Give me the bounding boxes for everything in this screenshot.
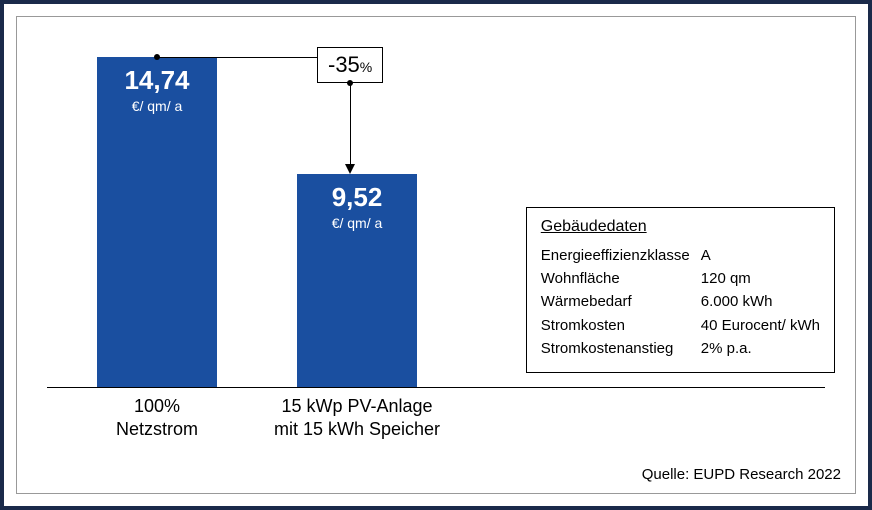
bar-pv: 9,52 €/ qm/ a xyxy=(297,174,417,387)
building-data-box: Gebäudedaten EnergieeffizienzklasseAWohn… xyxy=(526,207,835,373)
info-value: 2% p.a. xyxy=(701,337,752,360)
delta-value: -35 xyxy=(328,52,360,77)
bar-grid: 14,74 €/ qm/ a xyxy=(97,57,217,387)
info-row: Stromkosten40 Eurocent/ kWh xyxy=(541,314,820,337)
bar-label-line2: Netzstrom xyxy=(116,419,198,439)
info-key: Energieeffizienzklasse xyxy=(541,244,701,267)
bar-label-grid: 100% Netzstrom xyxy=(57,395,257,440)
outer-frame: 14,74 €/ qm/ a 100% Netzstrom 9,52 €/ qm/ a 15… xyxy=(0,0,872,510)
inner-frame: 14,74 €/ qm/ a 100% Netzstrom 9,52 €/ qm/ a 15… xyxy=(16,16,856,494)
info-value: 40 Eurocent/ kWh xyxy=(701,314,820,337)
bar-label-line1: 15 kWp PV-Anlage xyxy=(281,396,432,416)
info-key: Stromkosten xyxy=(541,314,701,337)
info-row: Stromkostenanstieg2% p.a. xyxy=(541,337,820,360)
info-box-title: Gebäudedaten xyxy=(541,218,820,236)
info-key: Stromkostenanstieg xyxy=(541,337,701,360)
bar-label-line2: mit 15 kWh Speicher xyxy=(274,419,440,439)
info-value: 6.000 kWh xyxy=(701,290,773,313)
bar-label-pv: 15 kWp PV-Anlage mit 15 kWh Speicher xyxy=(257,395,457,440)
source-attribution: Quelle: EUPD Research 2022 xyxy=(642,466,841,483)
delta-suffix: % xyxy=(360,59,372,75)
bar-label-line1: 100% xyxy=(134,396,180,416)
bar-unit: €/ qm/ a xyxy=(97,98,217,114)
info-row: Wärmebedarf6.000 kWh xyxy=(541,290,820,313)
arrow-down-icon xyxy=(345,164,355,174)
info-key: Wohnfläche xyxy=(541,267,701,290)
info-value: 120 qm xyxy=(701,267,751,290)
delta-box: -35% xyxy=(317,47,383,83)
connector-vertical xyxy=(350,83,351,164)
info-key: Wärmebedarf xyxy=(541,290,701,313)
bar-value: 14,74 xyxy=(97,65,217,96)
connector-horizontal xyxy=(157,57,317,58)
info-value: A xyxy=(701,244,711,267)
bar-unit: €/ qm/ a xyxy=(297,215,417,231)
info-row: Wohnfläche120 qm xyxy=(541,267,820,290)
bar-value: 9,52 xyxy=(297,182,417,213)
info-row: EnergieeffizienzklasseA xyxy=(541,244,820,267)
